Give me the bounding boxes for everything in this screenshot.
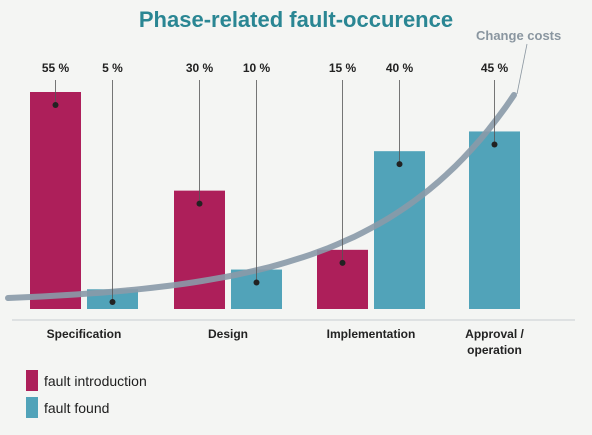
value-label-introduction-2: 15 % [329,61,357,75]
callout-dot-introduction-2 [339,259,346,266]
value-label-found-3: 45 % [481,61,509,75]
legend: fault introduction fault found [26,370,147,424]
callout-dot-introduction-0 [52,102,59,108]
value-label-found-1: 10 % [243,61,271,75]
legend-item-found: fault found [26,397,147,418]
value-label-introduction-1: 30 % [186,61,214,75]
callout-dot-found-1 [253,279,260,286]
callout-dot-introduction-1 [196,200,203,207]
change-costs-curve [5,92,517,301]
category-label-0: Specification [47,327,122,341]
change-costs-callout-line [516,43,528,95]
category-label-3-line1: operation [467,343,522,357]
chart-title: Phase-related fault-occurence [138,7,454,32]
annotation-layer: 55 % 5 % Specification 30 % 10 % Design 15 % 40… [42,43,528,357]
bar-found-2 [374,151,425,309]
change-costs-label: Change costs [476,28,562,43]
bar-introduction-0 [30,92,81,309]
category-label-3-line0: Approval / [465,327,524,341]
legend-swatch-introduction [26,370,38,391]
legend-label-introduction: fault introduction [44,372,147,389]
value-label-found-2: 40 % [386,61,414,75]
callout-dot-found-2 [396,161,403,168]
bars-layer [30,92,520,309]
callout-dot-found-3 [491,141,498,148]
value-label-introduction-0: 55 % [42,61,70,75]
curve-layer [5,92,517,301]
category-label-2: Implementation [327,327,416,341]
legend-label-found: fault found [44,399,110,416]
bar-found-3 [469,131,520,309]
value-label-found-0: 5 % [102,61,123,75]
legend-swatch-found [26,397,38,418]
legend-item-introduction: fault introduction [26,370,147,391]
bar-introduction-1 [174,190,225,309]
callout-dot-found-0 [109,299,116,305]
category-label-1: Design [208,327,248,341]
